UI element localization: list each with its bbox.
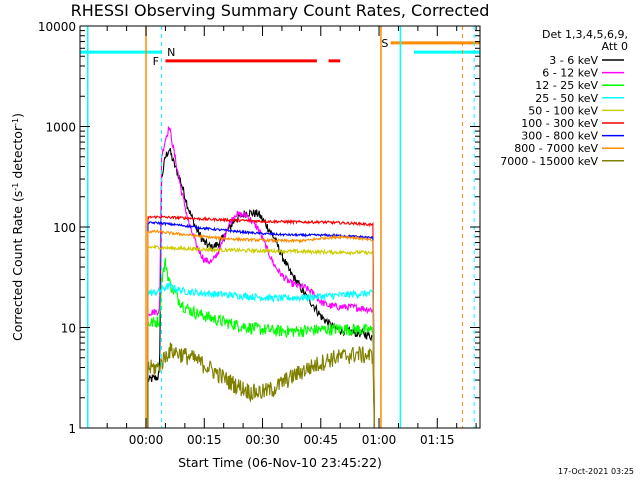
legend-label-6: 300 - 800 keV	[521, 130, 598, 143]
x-tick-label-3: 00:45	[303, 433, 338, 447]
y-tick-label-0: 1	[68, 422, 76, 436]
legend-header-0: Det 1,3,4,5,6,9,	[542, 28, 628, 41]
series-line-7000-15000-kev	[147, 342, 375, 429]
annotation-label-f: F	[153, 55, 159, 68]
y-axis-label-sup2: -1	[11, 118, 20, 126]
legend-label-8: 7000 - 15000 keV	[500, 155, 598, 168]
annotation-layer: NF S	[80, 26, 480, 428]
legend-label-3: 25 - 50 keV	[535, 92, 598, 105]
annotation-label-s: S	[381, 37, 388, 50]
legend-label-2: 12 - 25 keV	[535, 79, 598, 92]
legend-header-1: Att 0	[602, 40, 628, 53]
chart-title: RHESSI Observing Summary Count Rates, Co…	[71, 1, 490, 20]
series-line-3-6-kev	[147, 147, 375, 429]
legend-label-4: 50 - 100 keV	[528, 104, 598, 117]
y-tick-label-1: 10	[61, 322, 76, 336]
x-tick-label-0: 00:00	[129, 433, 164, 447]
y-tick-label-2: 100	[53, 221, 76, 235]
series-line-25-50-kev	[147, 282, 375, 429]
y-axis-label-main: Corrected Count Rate (s	[10, 191, 25, 341]
y-axis-label-sup1: -1	[11, 183, 20, 191]
series-layer	[147, 126, 375, 429]
series-line-800-7000-kev	[147, 229, 375, 429]
series-line-6-12-kev	[147, 126, 375, 429]
y-tick-label-3: 1000	[45, 121, 76, 135]
y-axis-label-mid: detector	[10, 125, 25, 183]
series-line-12-25-kev	[147, 257, 375, 429]
y-axis-label-end: )	[10, 113, 25, 118]
x-tick-label-4: 01:00	[362, 433, 397, 447]
series-line-300-800-kev	[147, 221, 375, 429]
plot-frame	[79, 25, 481, 429]
svg-text:Corrected Count Rate (s-1 dete: Corrected Count Rate (s-1 detector-1)	[10, 113, 25, 341]
legend-label-0: 3 - 6 keV	[549, 54, 598, 67]
footer-timestamp: 17-Oct-2021 03:25	[558, 467, 634, 476]
series-line-100-300-kev	[147, 215, 375, 429]
x-tick-label-2: 00:30	[245, 433, 280, 447]
legend-label-7: 800 - 7000 keV	[514, 142, 598, 155]
x-axis-label: Start Time (06-Nov-10 23:45:22)	[178, 455, 382, 470]
y-tick-label-4: 10000	[38, 20, 76, 34]
x-tick-label-1: 00:15	[187, 433, 222, 447]
y-axis-label: Corrected Count Rate (s-1 detector-1)	[10, 113, 25, 341]
axes-layer: 1 10 100 1000 10000 00:00 00:15 00:30 00:45 01:00…	[38, 20, 481, 447]
series-line-50-100-kev	[147, 244, 375, 429]
x-tick-label-5: 01:15	[420, 433, 455, 447]
legend-label-5: 100 - 300 keV	[521, 117, 598, 130]
legend-label-1: 6 - 12 keV	[542, 67, 598, 80]
annotation-label-n: N	[167, 46, 175, 59]
